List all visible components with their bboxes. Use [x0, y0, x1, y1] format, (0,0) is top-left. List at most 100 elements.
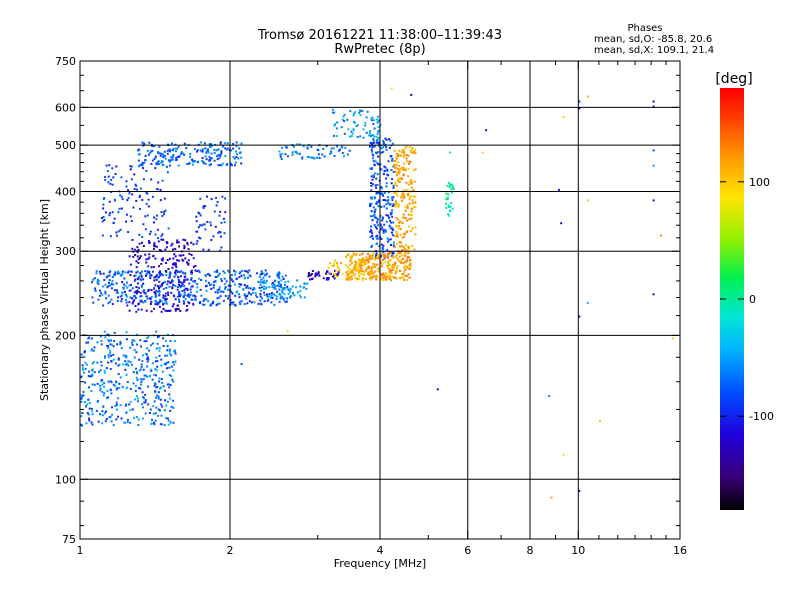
data-point — [409, 261, 412, 264]
data-point — [240, 142, 243, 145]
data-point — [219, 290, 222, 293]
data-point — [402, 216, 405, 219]
data-point — [118, 272, 121, 275]
data-point — [126, 281, 128, 284]
data-point — [299, 290, 302, 293]
data-point — [186, 243, 189, 246]
data-point — [265, 279, 268, 282]
data-point — [135, 376, 138, 379]
data-point — [371, 232, 374, 235]
data-point — [153, 145, 156, 148]
data-point — [387, 277, 390, 280]
data-point — [153, 242, 156, 245]
data-point — [207, 248, 210, 251]
data-point — [302, 286, 305, 289]
data-point — [125, 295, 128, 298]
data-point — [263, 294, 266, 297]
data-point — [197, 236, 200, 239]
data-point — [140, 285, 143, 288]
data-point — [126, 381, 129, 383]
data-point — [109, 349, 112, 352]
data-point — [232, 280, 235, 283]
data-point — [220, 151, 223, 154]
data-point — [367, 259, 369, 262]
data-point — [361, 109, 364, 112]
data-point — [100, 343, 103, 346]
data-point — [390, 221, 393, 224]
data-point — [327, 277, 330, 280]
data-point — [379, 224, 382, 227]
data-point — [448, 209, 451, 212]
data-point — [270, 296, 272, 299]
data-point — [157, 151, 160, 154]
data-point — [127, 360, 130, 363]
data-point — [330, 150, 332, 153]
data-point — [188, 282, 191, 285]
data-point — [409, 151, 412, 154]
data-point — [368, 273, 371, 276]
data-point — [391, 255, 394, 258]
data-point — [398, 170, 401, 173]
data-point — [114, 362, 117, 365]
data-point — [390, 244, 392, 246]
data-point — [90, 421, 93, 424]
data-point — [399, 220, 401, 223]
data-point — [352, 268, 355, 271]
data-point — [389, 219, 391, 222]
data-point — [156, 228, 159, 231]
data-point — [325, 272, 327, 275]
data-point — [382, 272, 385, 275]
data-point — [400, 151, 403, 154]
data-point — [174, 352, 177, 355]
data-point — [176, 307, 179, 310]
data-point — [385, 182, 388, 185]
data-point — [370, 119, 373, 122]
data-point — [112, 345, 115, 348]
data-point — [403, 162, 405, 165]
data-point — [248, 300, 251, 303]
data-point — [122, 283, 125, 286]
data-point — [139, 163, 142, 166]
data-point — [111, 183, 114, 186]
data-point — [347, 278, 350, 281]
data-point — [385, 177, 388, 180]
data-point — [138, 369, 141, 372]
data-point — [154, 245, 157, 247]
data-point — [154, 257, 157, 260]
data-point — [364, 262, 366, 265]
data-point — [586, 95, 589, 98]
data-point — [115, 231, 118, 234]
data-point — [368, 271, 371, 274]
data-point — [174, 360, 177, 363]
data-point — [122, 354, 125, 357]
data-point — [349, 256, 352, 258]
data-point — [166, 417, 169, 420]
data-point — [131, 408, 134, 411]
data-point — [163, 197, 166, 200]
data-point — [229, 162, 232, 165]
data-point — [407, 175, 410, 178]
data-point — [173, 262, 176, 265]
data-point — [396, 194, 399, 197]
data-point — [450, 183, 453, 186]
data-point — [137, 276, 140, 279]
x-axis: 1 2 4 6 8 10 16 — [77, 61, 687, 557]
data-point — [131, 238, 134, 241]
x-tick-label: 8 — [527, 544, 534, 557]
data-point — [170, 354, 173, 357]
data-point — [155, 356, 158, 359]
data-point — [384, 229, 387, 232]
data-point — [365, 256, 368, 259]
data-point — [140, 275, 143, 278]
data-point — [388, 224, 391, 227]
y-tick-label: 500 — [55, 139, 76, 152]
data-point — [305, 287, 308, 290]
data-point — [399, 277, 402, 280]
data-point — [392, 276, 395, 278]
data-point — [260, 278, 263, 281]
data-point — [402, 262, 405, 265]
data-point — [282, 298, 285, 301]
data-point — [119, 295, 122, 298]
data-point — [370, 228, 372, 231]
data-point — [103, 392, 106, 395]
